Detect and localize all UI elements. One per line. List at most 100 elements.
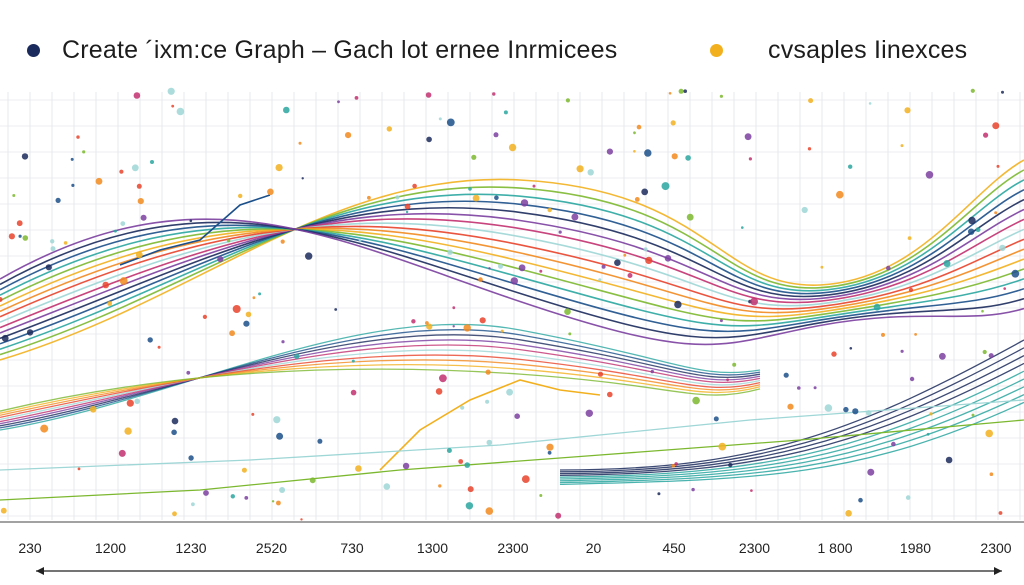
data-point xyxy=(8,233,15,240)
series-line xyxy=(0,179,1024,350)
data-point xyxy=(1003,287,1006,290)
data-point xyxy=(301,177,304,180)
series-line xyxy=(0,359,761,416)
data-point xyxy=(900,144,904,148)
data-point xyxy=(968,216,976,225)
data-point xyxy=(503,110,508,115)
data-point xyxy=(471,154,477,160)
data-point xyxy=(458,459,464,464)
data-point xyxy=(971,413,975,417)
data-point xyxy=(383,483,391,490)
data-point xyxy=(820,265,824,269)
data-point xyxy=(576,165,584,173)
data-point xyxy=(131,164,139,172)
data-point xyxy=(671,153,678,160)
data-point xyxy=(685,155,691,161)
series-line xyxy=(0,368,761,412)
data-point xyxy=(40,424,49,433)
data-point xyxy=(494,195,499,201)
data-point xyxy=(435,388,443,395)
data-point xyxy=(102,281,109,289)
data-point xyxy=(118,449,126,457)
data-point xyxy=(568,332,572,336)
data-point xyxy=(412,183,417,189)
data-point xyxy=(176,107,185,116)
data-point xyxy=(998,511,1003,515)
data-point xyxy=(498,263,503,269)
data-point xyxy=(848,164,853,169)
data-point xyxy=(692,396,700,405)
data-point xyxy=(719,319,723,323)
data-point xyxy=(614,259,621,267)
data-point xyxy=(488,267,491,270)
data-point xyxy=(985,429,993,438)
data-point xyxy=(300,518,303,521)
data-point xyxy=(650,369,654,374)
data-point xyxy=(134,398,140,405)
series-line xyxy=(559,362,1024,477)
data-point xyxy=(891,441,896,447)
data-point xyxy=(645,256,653,264)
data-point xyxy=(989,472,994,477)
data-point xyxy=(172,511,177,517)
data-point xyxy=(518,264,526,272)
chart-legend: Create ´ixm:ce Graph – Gach lot ernee In… xyxy=(0,34,1024,70)
data-point xyxy=(251,412,255,416)
x-tick-label: 2300 xyxy=(738,540,771,556)
data-point xyxy=(670,120,676,126)
data-point xyxy=(886,265,891,271)
data-point xyxy=(150,160,154,164)
data-point xyxy=(467,486,474,493)
data-point xyxy=(801,206,808,214)
data-point xyxy=(904,107,911,114)
data-point xyxy=(506,388,513,396)
data-point xyxy=(351,359,355,363)
x-tick-label: 2520 xyxy=(255,540,288,556)
data-point xyxy=(988,353,994,359)
x-axis-arrowhead-left xyxy=(36,567,44,575)
data-point xyxy=(607,391,613,398)
series-line xyxy=(0,339,761,425)
data-point xyxy=(119,169,124,174)
x-tick-label: 20 xyxy=(585,540,602,556)
x-tick-label: 1980 xyxy=(899,540,932,556)
data-point xyxy=(171,104,175,108)
data-point xyxy=(485,507,494,515)
data-point xyxy=(232,305,241,313)
data-point xyxy=(728,462,733,468)
x-tick-label: 1 800 xyxy=(817,540,853,556)
x-tick-label: 1230 xyxy=(175,540,207,556)
series-line xyxy=(0,334,761,427)
series-line xyxy=(0,225,1024,318)
series-line xyxy=(0,328,761,429)
data-point xyxy=(558,230,562,234)
data-point xyxy=(900,349,904,353)
data-point xyxy=(452,325,455,328)
data-point xyxy=(633,150,636,153)
data-point xyxy=(657,492,661,496)
data-point xyxy=(276,432,284,440)
data-point xyxy=(281,340,285,344)
data-point xyxy=(520,199,529,207)
data-point xyxy=(126,399,134,407)
legend-label-1: Create ´ixm:ce Graph – Gach lot ernee In… xyxy=(62,36,618,64)
data-point xyxy=(229,330,236,337)
data-point xyxy=(447,249,453,255)
series-line xyxy=(559,394,1024,484)
data-point xyxy=(367,195,371,200)
data-point xyxy=(831,351,837,357)
data-point xyxy=(203,490,209,496)
series-line xyxy=(0,419,1024,501)
data-point xyxy=(994,211,998,215)
data-point xyxy=(668,92,672,95)
data-point xyxy=(691,487,695,492)
data-point xyxy=(968,228,975,235)
data-point xyxy=(411,319,416,324)
series-line xyxy=(0,188,1024,345)
data-point xyxy=(627,273,633,278)
data-point xyxy=(317,438,323,444)
data-point xyxy=(258,292,262,296)
data-point xyxy=(50,246,56,252)
data-point xyxy=(63,241,68,245)
series-line xyxy=(0,222,1024,323)
